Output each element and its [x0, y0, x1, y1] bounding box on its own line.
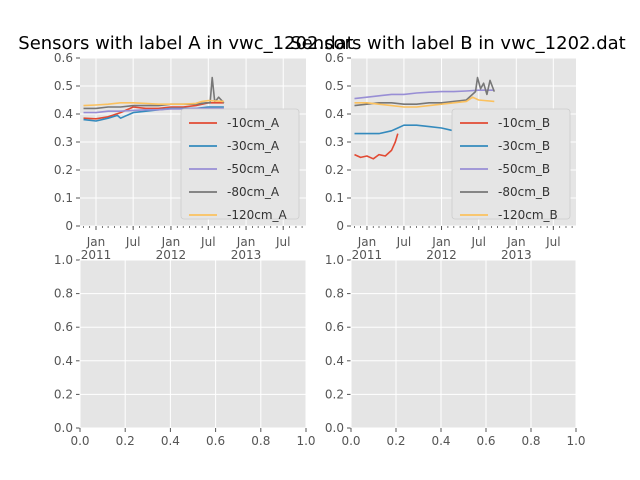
y-tick-label: 0.0 [54, 421, 73, 435]
plot-area [80, 260, 306, 428]
y-tick-label: 0.5 [325, 79, 344, 93]
y-tick-label: 0.2 [325, 387, 344, 401]
chart-title: Sensors with label B in vwc_1202.dat [290, 33, 625, 54]
legend-label: -30cm_B [498, 139, 550, 153]
chart-title: Sensors with label A in vwc_1202.dat [18, 33, 353, 54]
y-tick-label: 0.8 [54, 287, 73, 301]
x-tick-label: 1.0 [296, 434, 315, 448]
series-line-50cm-a [83, 107, 224, 114]
x-tick-label: 0.2 [386, 434, 405, 448]
x-tick-label: 0.4 [161, 434, 180, 448]
y-tick-label: 0.1 [325, 191, 344, 205]
x-tick-label: 0.8 [521, 434, 540, 448]
y-tick-label: 0.0 [325, 421, 344, 435]
legend: -10cm_A -30cm_A -50cm_A -80cm_A -120cm_A [180, 108, 300, 222]
y-tick-label: 0.4 [54, 107, 73, 121]
x-tick-label: 2011 [352, 248, 383, 262]
series-line-120cm-a [83, 99, 224, 107]
x-tick-label: 2012 [426, 248, 457, 262]
x-tick-label: Jul [275, 235, 290, 249]
series-line-120cm-b [354, 96, 495, 108]
legend: -10cm_B -30cm_B -50cm_B -80cm_B -120cm_B [451, 108, 571, 222]
y-tick-label: 0.3 [54, 135, 73, 149]
y-tick-label: 0.4 [325, 354, 344, 368]
y-tick-label: 0.2 [54, 163, 73, 177]
series-line-80cm-b [354, 76, 496, 107]
x-tick-label: Jul [396, 235, 411, 249]
series-line-10cm-a [83, 102, 224, 120]
y-tick-label: 0 [65, 219, 73, 233]
x-tick-label: 2012 [156, 248, 187, 262]
y-tick-label: 0.3 [325, 135, 344, 149]
y-tick-label: 0.6 [54, 320, 73, 334]
y-tick-label: 0.6 [325, 320, 344, 334]
y-tick-label: 1.0 [54, 253, 73, 267]
legend-label: -120cm_A [227, 208, 288, 222]
legend-label: -50cm_A [227, 162, 280, 176]
panel-4: 0.0 0.2 0.4 0.6 0.8 1.0 0.0 0.2 0.4 0.6 0.8 1.0 [325, 253, 586, 448]
x-tick-label: Jul [545, 235, 560, 249]
x-tick-label: 0.0 [70, 434, 89, 448]
x-tick-label: Jul [125, 235, 140, 249]
series-line-50cm-b [354, 89, 495, 100]
x-tick-label: 1.0 [566, 434, 585, 448]
legend-label: -10cm_A [227, 116, 280, 130]
y-tick-label: 0.6 [325, 51, 344, 65]
x-tick-label: 0.6 [476, 434, 495, 448]
x-tick-label: Jan [161, 235, 181, 249]
x-tick-label: 0.6 [206, 434, 225, 448]
x-tick-label: Jan [506, 235, 526, 249]
legend-label: -80cm_A [227, 185, 280, 199]
x-tick-label: 0.8 [251, 434, 270, 448]
y-tick-label: 0.2 [325, 163, 344, 177]
legend-label: -30cm_A [227, 139, 280, 153]
panel-3: 0.0 0.2 0.4 0.6 0.8 1.0 0.0 0.2 0.4 0.6 0.8 1.0 [54, 253, 316, 448]
x-tick-label: 2013 [501, 248, 532, 262]
y-tick-label: 0.4 [325, 107, 344, 121]
x-tick-label: Jul [470, 235, 485, 249]
x-tick-label: Jan [431, 235, 451, 249]
x-tick-label: Jan [86, 235, 106, 249]
x-tick-label: Jan [357, 235, 377, 249]
series-line-10cm-b [354, 133, 399, 160]
y-tick-label: 0.6 [54, 51, 73, 65]
legend-label: -120cm_B [498, 208, 558, 222]
x-tick-label: 2013 [231, 248, 262, 262]
y-tick-label: 0.8 [325, 287, 344, 301]
x-tick-label: 2011 [81, 248, 112, 262]
legend-label: -10cm_B [498, 116, 550, 130]
x-tick-label: 0.2 [116, 434, 135, 448]
x-tick-label: Jul [200, 235, 215, 249]
y-tick-label: 0.1 [54, 191, 73, 205]
x-tick-label: 0.4 [431, 434, 450, 448]
legend-label: -50cm_B [498, 162, 550, 176]
y-tick-label: 0.5 [54, 79, 73, 93]
y-tick-label: 0.4 [54, 354, 73, 368]
y-tick-label: 0.2 [54, 387, 73, 401]
y-tick-label: 0 [336, 219, 344, 233]
legend-label: -80cm_B [498, 185, 550, 199]
plot-area [351, 260, 576, 428]
x-tick-label: 0.0 [341, 434, 360, 448]
x-tick-label: Jan [236, 235, 256, 249]
y-tick-label: 1.0 [325, 253, 344, 267]
